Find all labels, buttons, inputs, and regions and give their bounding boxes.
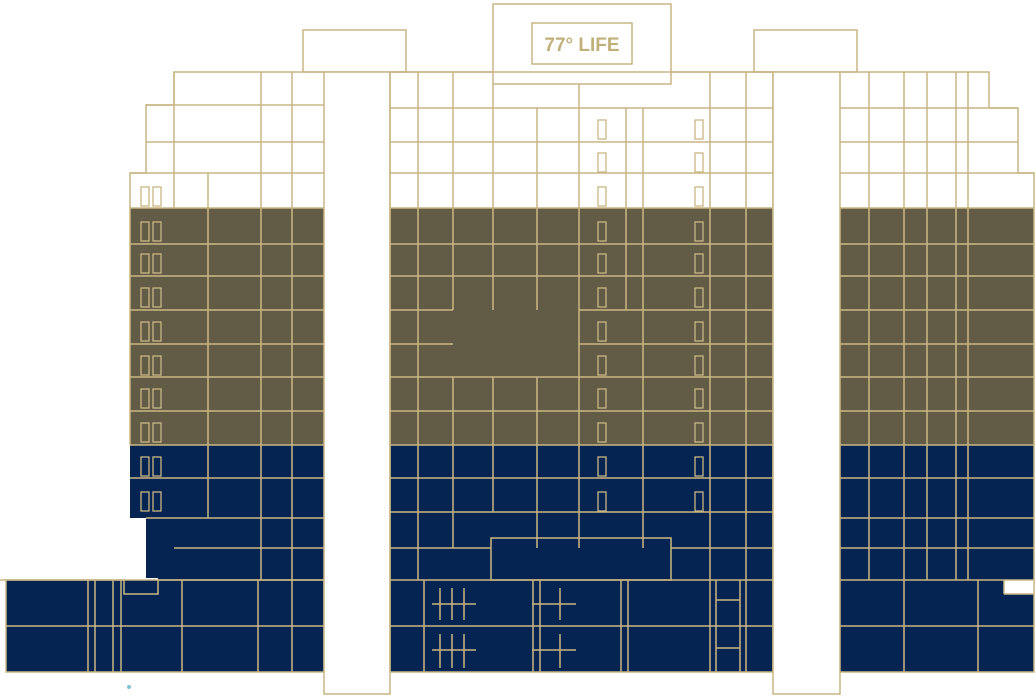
window-slot xyxy=(597,221,607,242)
window-slot xyxy=(694,287,704,308)
sign-frame xyxy=(531,22,633,65)
tower-left xyxy=(323,71,391,695)
roof-sign-box xyxy=(492,3,672,85)
marker-dot xyxy=(127,685,131,689)
window-slot xyxy=(140,422,150,443)
window-slot xyxy=(152,253,162,274)
window-slot xyxy=(140,491,150,512)
window-slot xyxy=(597,355,607,376)
window-slot xyxy=(152,422,162,443)
window-slot xyxy=(140,186,150,207)
window-slot xyxy=(597,253,607,274)
window-slot xyxy=(597,321,607,342)
window-slot xyxy=(152,221,162,242)
window-slot xyxy=(597,491,607,512)
entrance-canopy xyxy=(490,537,672,581)
window-slot xyxy=(597,152,607,173)
window-slot xyxy=(694,355,704,376)
window-slot xyxy=(694,119,704,140)
window-slot xyxy=(152,321,162,342)
window-slot xyxy=(152,355,162,376)
window-slot xyxy=(152,456,162,477)
window-slots xyxy=(140,119,704,512)
roof-box-left xyxy=(302,29,407,73)
window-slot xyxy=(694,422,704,443)
upper-floor-fills xyxy=(130,208,1034,445)
window-slot xyxy=(140,221,150,242)
window-slot xyxy=(140,321,150,342)
window-slot xyxy=(597,119,607,140)
window-slot xyxy=(140,456,150,477)
tower-right xyxy=(772,71,841,695)
window-slot xyxy=(694,253,704,274)
window-slot xyxy=(152,388,162,409)
window-slot xyxy=(694,321,704,342)
window-slot xyxy=(694,491,704,512)
window-slot xyxy=(597,186,607,207)
window-slot xyxy=(140,253,150,274)
sign-text: 77° LIFE xyxy=(544,35,619,56)
window-slot xyxy=(597,422,607,443)
window-slot xyxy=(140,287,150,308)
window-slot xyxy=(597,388,607,409)
window-slot xyxy=(694,221,704,242)
window-slot xyxy=(140,388,150,409)
window-slot xyxy=(152,491,162,512)
window-slot xyxy=(152,186,162,207)
window-slot xyxy=(694,456,704,477)
window-slot xyxy=(597,456,607,477)
building-outlines xyxy=(0,3,1035,695)
window-slot xyxy=(694,388,704,409)
window-slot xyxy=(694,186,704,207)
window-slot xyxy=(694,152,704,173)
rooftop-sign: 77° LIFE xyxy=(531,22,633,65)
window-slot xyxy=(152,287,162,308)
lower-floor-fills xyxy=(6,445,1034,672)
window-slot xyxy=(140,355,150,376)
roof-box-right xyxy=(753,29,858,73)
window-slot xyxy=(597,287,607,308)
